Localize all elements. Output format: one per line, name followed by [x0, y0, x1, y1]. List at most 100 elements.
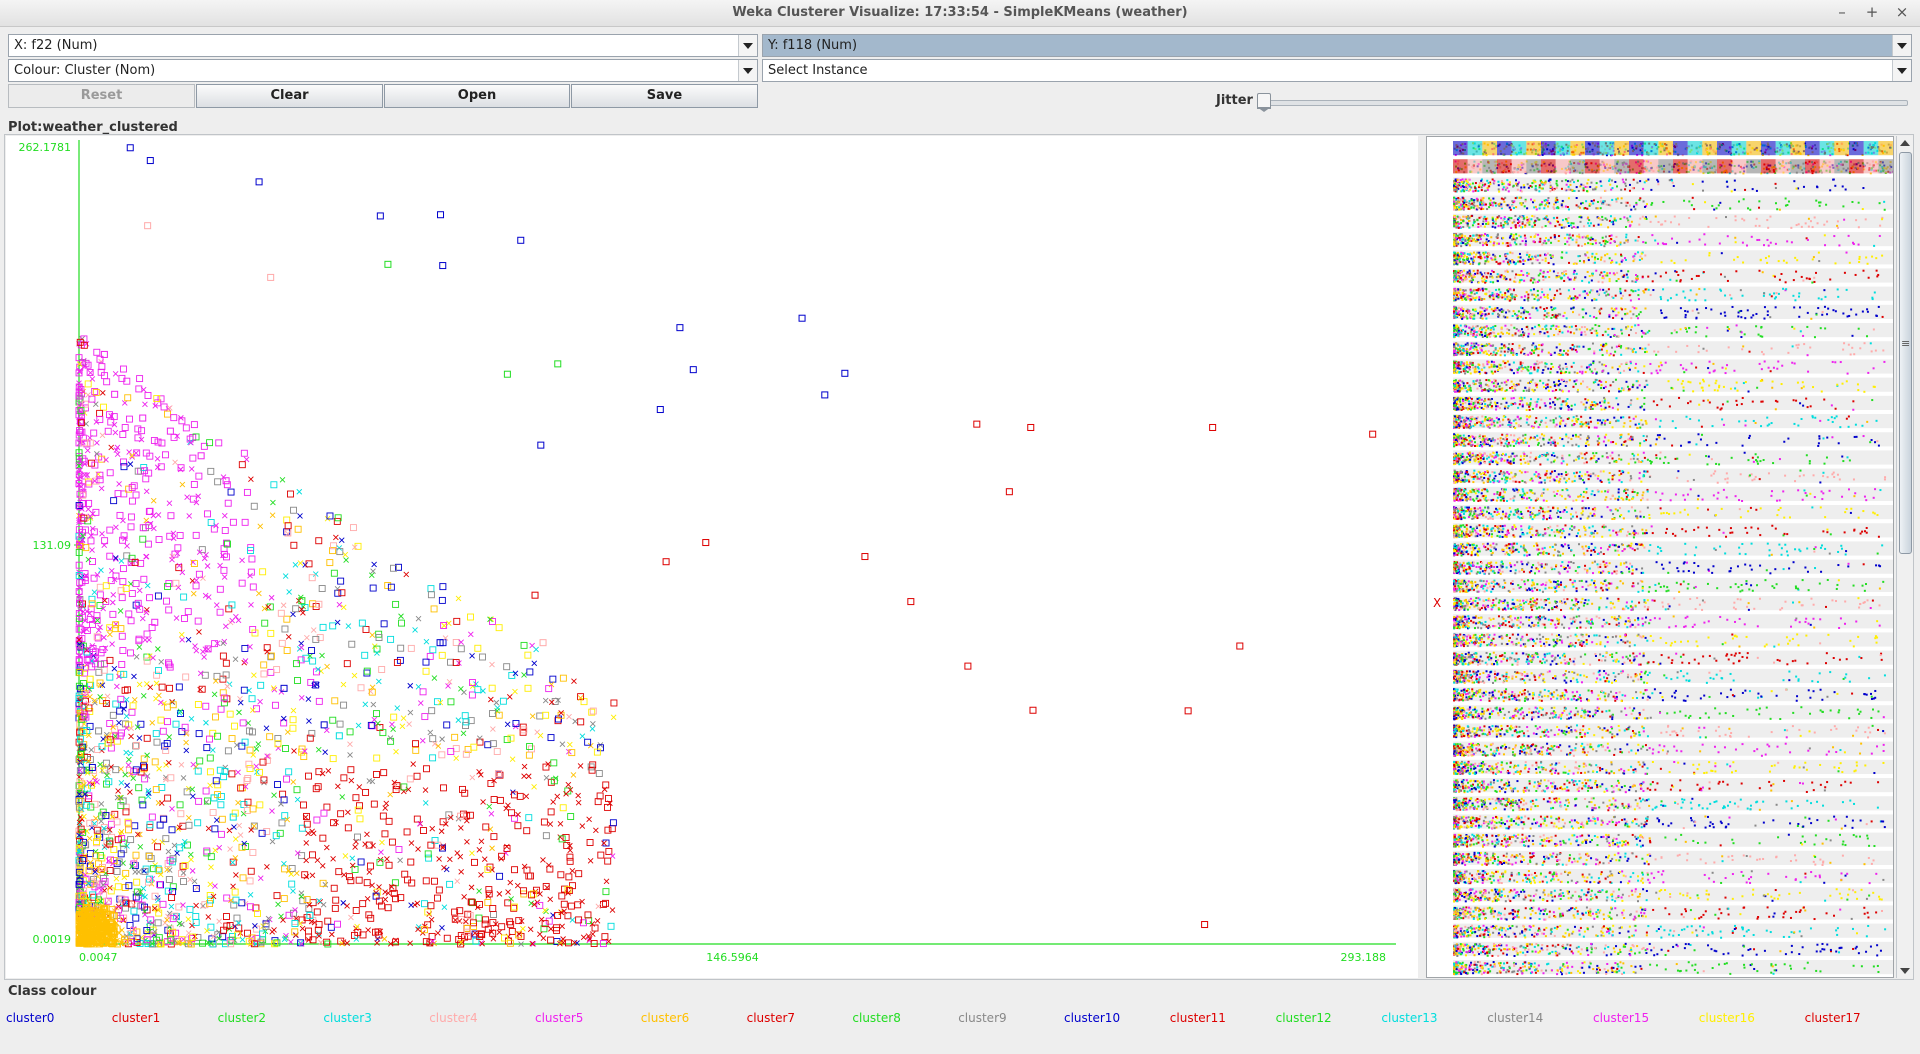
data-point[interactable]	[537, 441, 545, 449]
attribute-row[interactable]	[1453, 596, 1893, 611]
attribute-row[interactable]	[1453, 213, 1893, 228]
data-point[interactable]	[531, 591, 539, 599]
data-point[interactable]	[656, 406, 664, 414]
attribute-row[interactable]	[1453, 559, 1893, 574]
data-point[interactable]	[144, 222, 152, 230]
data-point[interactable]	[298, 597, 306, 605]
legend-item-cluster7[interactable]: cluster7	[746, 1011, 796, 1025]
scatter-plot[interactable]: 262.1781 131.09 0.0019 0.0047 146.5964 293.18…	[6, 136, 1418, 978]
attribute-row[interactable]	[1453, 323, 1893, 338]
attribute-row[interactable]	[1453, 468, 1893, 483]
jitter-slider-thumb[interactable]	[1257, 93, 1271, 112]
legend-item-cluster6[interactable]: cluster6	[640, 1011, 690, 1025]
data-point[interactable]	[267, 273, 275, 281]
legend-item-cluster2[interactable]: cluster2	[217, 1011, 267, 1025]
data-point[interactable]	[1201, 921, 1209, 929]
data-point[interactable]	[861, 553, 869, 561]
data-point[interactable]	[88, 763, 96, 771]
attribute-row[interactable]	[1453, 268, 1893, 283]
attribute-row[interactable]	[1453, 650, 1893, 665]
side-panel-scrollbar[interactable]	[1896, 136, 1913, 978]
data-point[interactable]	[95, 727, 103, 735]
data-point[interactable]	[111, 390, 119, 398]
data-point[interactable]	[223, 540, 231, 548]
legend-item-cluster14[interactable]: cluster14	[1487, 1011, 1544, 1025]
data-point[interactable]	[197, 452, 205, 460]
attribute-row[interactable]	[1453, 887, 1893, 902]
select-instance-dropdown-arrow-icon[interactable]	[1892, 60, 1911, 81]
x-axis-dropdown-arrow-icon[interactable]	[738, 35, 757, 56]
attribute-row[interactable]	[1453, 960, 1893, 975]
data-point[interactable]	[151, 618, 159, 626]
data-point[interactable]	[166, 427, 174, 435]
attribute-row[interactable]	[1453, 923, 1893, 938]
data-point[interactable]	[841, 369, 849, 377]
attribute-row[interactable]	[1453, 778, 1893, 793]
data-point[interactable]	[798, 314, 806, 322]
attribute-row[interactable]	[1453, 395, 1893, 410]
attribute-row[interactable]	[1453, 869, 1893, 884]
reset-button[interactable]: Reset	[8, 84, 195, 108]
legend-item-cluster11[interactable]: cluster11	[1169, 1011, 1226, 1025]
data-point[interactable]	[112, 572, 120, 580]
data-point[interactable]	[376, 212, 384, 220]
attribute-row[interactable]	[1453, 759, 1893, 774]
legend-item-cluster16[interactable]: cluster16	[1698, 1011, 1755, 1025]
legend-item-cluster17[interactable]: cluster17	[1804, 1011, 1861, 1025]
attribute-row[interactable]	[1453, 687, 1893, 702]
attribute-row[interactable]	[1453, 814, 1893, 829]
scroll-thumb[interactable]	[1899, 152, 1912, 554]
data-point[interactable]	[335, 732, 343, 740]
data-point[interactable]	[280, 684, 288, 692]
data-point[interactable]	[1369, 430, 1377, 438]
data-point[interactable]	[229, 813, 237, 821]
select-instance-select[interactable]: Select Instance	[762, 59, 1912, 82]
data-point[interactable]	[222, 477, 230, 485]
maximize-icon[interactable]: +	[1865, 3, 1879, 21]
data-point[interactable]	[1209, 423, 1217, 431]
scroll-down-icon[interactable]	[1897, 964, 1913, 978]
legend-item-cluster4[interactable]: cluster4	[429, 1011, 478, 1025]
data-point[interactable]	[306, 911, 314, 919]
minimize-icon[interactable]: –	[1838, 3, 1846, 21]
attribute-row[interactable]	[1453, 505, 1893, 520]
legend-item-cluster10[interactable]: cluster10	[1064, 1011, 1121, 1025]
data-point[interactable]	[676, 324, 684, 332]
data-point[interactable]	[100, 350, 108, 358]
data-point[interactable]	[1005, 488, 1013, 496]
data-point[interactable]	[457, 812, 465, 820]
data-point[interactable]	[384, 260, 392, 268]
colour-select[interactable]: Colour: Cluster (Nom)	[8, 59, 758, 82]
attribute-row[interactable]	[1453, 741, 1893, 756]
data-point[interactable]	[1236, 642, 1244, 650]
attribute-row[interactable]	[1453, 723, 1893, 738]
attribute-row[interactable]	[1453, 796, 1893, 811]
y-axis-dropdown-arrow-icon[interactable]	[1892, 35, 1911, 56]
save-button[interactable]: Save	[571, 84, 758, 108]
data-point[interactable]	[973, 420, 981, 428]
data-point[interactable]	[1184, 707, 1192, 715]
legend-item-cluster3[interactable]: cluster3	[323, 1011, 372, 1025]
legend-item-cluster0[interactable]: cluster0	[6, 1011, 55, 1025]
data-point[interactable]	[539, 639, 547, 647]
data-point[interactable]	[517, 236, 525, 244]
data-point[interactable]	[169, 855, 177, 863]
attribute-row[interactable]	[1453, 359, 1893, 374]
data-point[interactable]	[97, 865, 105, 873]
legend-item-cluster1[interactable]: cluster1	[111, 1011, 161, 1025]
close-icon[interactable]: ×	[1895, 3, 1909, 21]
open-button[interactable]: Open	[384, 84, 570, 108]
data-point[interactable]	[439, 262, 447, 270]
data-point[interactable]	[662, 558, 670, 566]
legend-item-cluster13[interactable]: cluster13	[1381, 1011, 1438, 1025]
data-point[interactable]	[210, 794, 218, 802]
data-point[interactable]	[702, 539, 710, 547]
data-point[interactable]	[87, 902, 95, 910]
data-point[interactable]	[139, 414, 147, 422]
attribute-row[interactable]	[1453, 541, 1893, 556]
legend-item-cluster15[interactable]: cluster15	[1593, 1011, 1650, 1025]
data-point[interactable]	[554, 360, 562, 368]
data-point[interactable]	[1029, 706, 1037, 714]
attribute-row[interactable]	[1453, 850, 1893, 865]
colour-dropdown-arrow-icon[interactable]	[738, 60, 757, 81]
